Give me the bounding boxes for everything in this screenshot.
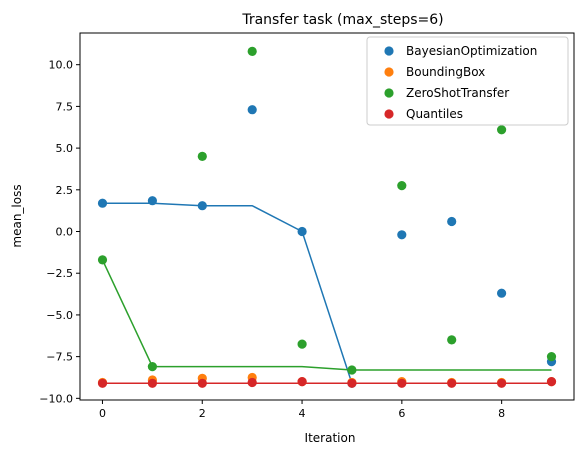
x-tick-label: 2 [199,407,206,420]
data-point [497,378,507,388]
x-tick-label: 8 [498,407,505,420]
data-point [447,378,457,388]
legend-box [366,36,569,126]
data-point [297,339,307,349]
data-point [497,125,507,135]
legend-label: ZeroShotTransfer [406,86,509,100]
chart-title: Transfer task (max_steps=6) [241,12,443,28]
x-axis-label: Iteration [305,431,356,445]
y-tick-label: 2.5 [56,184,74,197]
data-point [197,151,207,161]
data-point [397,181,407,191]
data-point [447,216,457,227]
data-point [97,198,108,208]
data-point [546,377,557,387]
data-point [347,365,357,375]
plot-frame [79,32,575,401]
legend-marker [384,88,394,98]
y-tick-label: 10.0 [49,59,74,72]
data-point [397,378,407,388]
y-tick-label: 5.0 [56,142,74,155]
data-point [97,255,108,265]
legend-marker [384,67,394,77]
axes [79,32,575,401]
data-point [297,226,307,237]
y-tick-label: −2.5 [46,267,73,280]
series-points [97,46,557,388]
y-tick-label: 7.5 [56,100,74,113]
x-tick-label: 6 [398,407,405,420]
legend-label: BayesianOptimization [406,44,537,58]
series-lines [101,202,552,385]
y-tick-label: 0.0 [56,226,74,239]
ticks: 0 2 4 6 8 −10.0 −7.5 −5.0 −2.5 0.0 2.5 5.0 7.5 10.0 [39,59,505,420]
data-point [397,230,407,240]
data-point [247,377,257,388]
legend: BayesianOptimization BoundingBox ZeroShotT… [366,36,569,126]
x-tick-label: 4 [299,407,306,420]
data-point [247,46,257,57]
legend-marker [384,46,394,56]
data-point [247,105,257,115]
data-point [197,201,207,211]
data-point [347,378,357,388]
data-point [197,378,207,388]
data-point [447,335,457,345]
y-tick-label: −5.0 [46,309,73,322]
data-point [546,352,557,362]
data-point [497,288,507,298]
series-line-2 [101,259,552,371]
y-axis-label: mean_loss [10,184,24,247]
data-point [147,362,157,372]
legend-marker [384,109,394,119]
data-point [97,378,108,388]
legend-label: BoundingBox [406,65,485,79]
x-tick-label: 0 [99,407,106,420]
data-point [147,196,157,206]
data-point [147,378,157,388]
y-tick-label: −7.5 [46,351,73,364]
y-tick-label: −10.0 [39,392,73,405]
legend-label: Quantiles [406,107,463,121]
data-point [297,377,307,387]
